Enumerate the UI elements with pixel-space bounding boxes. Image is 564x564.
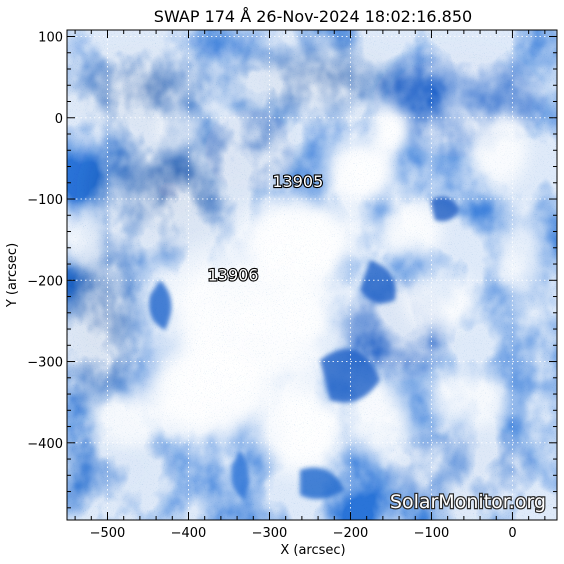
y-tick-label: 0: [55, 112, 63, 127]
solarmonitor-watermark: SolarMonitor.org: [390, 491, 546, 513]
plot-frame: [66, 29, 558, 521]
y-tick-label: 100: [38, 31, 63, 46]
x-tick-label: 0: [508, 526, 516, 541]
y-tick-label: −400: [27, 437, 63, 452]
active-region-label-13906: 13906: [208, 265, 259, 284]
coordinate-grid: [67, 30, 557, 520]
y-tick-label: −300: [27, 356, 63, 371]
plot-title: SWAP 174 Å 26-Nov-2024 18:02:16.850: [154, 7, 472, 26]
axis-ticks: −500 −400 −300 −200 −100 0 100 0 −100 −200 −300 −40…: [27, 30, 557, 541]
x-axis-label: X (arcsec): [280, 543, 345, 558]
x-tick-label: −500: [90, 526, 126, 541]
x-tick-label: −200: [333, 526, 369, 541]
y-tick-label: −100: [27, 193, 63, 208]
x-tick-label: −400: [171, 526, 207, 541]
x-tick-label: −100: [414, 526, 450, 541]
x-tick-label: −300: [252, 526, 288, 541]
active-region-label-13905: 13905: [272, 172, 323, 191]
euv-image: 13905 13906: [67, 30, 557, 520]
active-region-labels: 13905 13906: [206, 171, 324, 286]
y-tick-label: −200: [27, 274, 63, 289]
y-axis-label: Y (arcsec): [5, 243, 20, 308]
